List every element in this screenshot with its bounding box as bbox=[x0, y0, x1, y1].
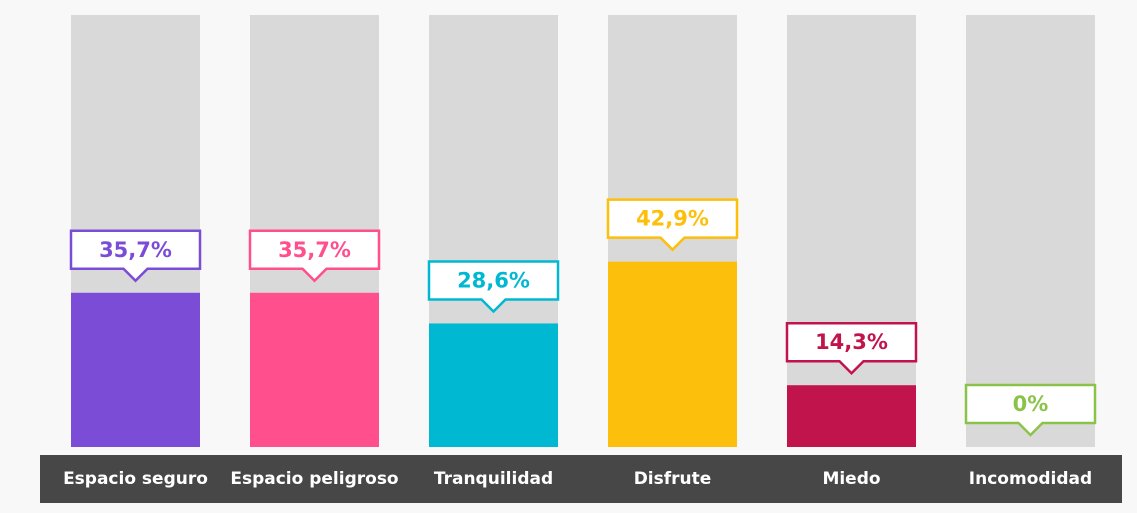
value-label: 35,7% bbox=[278, 238, 351, 262]
value-label: 42,9% bbox=[636, 207, 709, 231]
x-tick-label: Espacio peligroso bbox=[230, 469, 398, 489]
x-tick-label: Espacio seguro bbox=[63, 469, 208, 489]
callout bbox=[785, 321, 918, 375]
callout bbox=[606, 198, 739, 252]
x-tick-label: Miedo bbox=[822, 469, 880, 489]
bar bbox=[71, 292, 200, 447]
callout bbox=[427, 260, 560, 314]
x-tick-label: Incomodidad bbox=[969, 469, 1092, 489]
value-label: 28,6% bbox=[457, 268, 530, 292]
bar bbox=[250, 292, 379, 447]
bar-track bbox=[966, 15, 1095, 447]
bar bbox=[429, 323, 558, 447]
callout bbox=[964, 383, 1097, 437]
category-band bbox=[40, 455, 1122, 503]
callout bbox=[248, 229, 381, 283]
x-tick-label: Tranquilidad bbox=[434, 469, 553, 489]
value-label: 14,3% bbox=[815, 330, 888, 354]
value-label: 35,7% bbox=[99, 238, 172, 262]
bar bbox=[787, 385, 916, 447]
value-label: 0% bbox=[1013, 392, 1049, 416]
callout bbox=[69, 229, 202, 283]
x-tick-label: Disfrute bbox=[634, 469, 712, 489]
bar-track bbox=[787, 15, 916, 447]
bar bbox=[608, 261, 737, 447]
